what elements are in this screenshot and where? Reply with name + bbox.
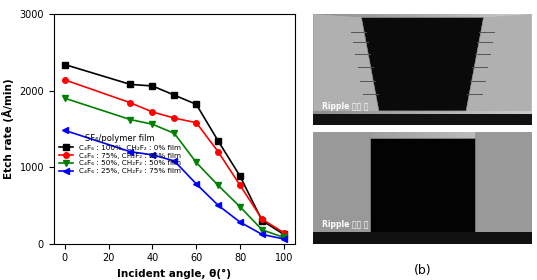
C₄F₆ : 25%, CH₂F₂ : 75% film: (90, 120): 25%, CH₂F₂ : 75% film: (90, 120)	[259, 233, 265, 236]
C₄F₆ : 100%, CH₂F₂ : 0% film: (30, 2.08e+03): 100%, CH₂F₂ : 0% film: (30, 2.08e+03)	[127, 83, 134, 86]
Bar	[314, 232, 532, 244]
C₄F₆ : 50%, CH₂F₂ : 50% film: (70, 760): 50%, CH₂F₂ : 50% film: (70, 760)	[215, 184, 221, 187]
C₄F₆ : 75%, CH₂F₂ : 25% film: (80, 760): 75%, CH₂F₂ : 25% film: (80, 760)	[237, 184, 243, 187]
Polygon shape	[475, 132, 532, 238]
C₄F₆ : 75%, CH₂F₂ : 25% film: (0, 2.14e+03): 75%, CH₂F₂ : 25% film: (0, 2.14e+03)	[61, 78, 68, 81]
Bar	[314, 114, 532, 125]
C₄F₆ : 25%, CH₂F₂ : 75% film: (0, 1.48e+03): 25%, CH₂F₂ : 75% film: (0, 1.48e+03)	[61, 129, 68, 132]
Text: Ripple 개선 후: Ripple 개선 후	[322, 220, 368, 229]
C₄F₆ : 75%, CH₂F₂ : 25% film: (40, 1.72e+03): 75%, CH₂F₂ : 25% film: (40, 1.72e+03)	[149, 110, 156, 114]
Text: (b): (b)	[413, 264, 431, 277]
C₄F₆ : 25%, CH₂F₂ : 75% film: (30, 1.2e+03): 25%, CH₂F₂ : 75% film: (30, 1.2e+03)	[127, 150, 134, 153]
C₄F₆ : 100%, CH₂F₂ : 0% film: (50, 1.94e+03): 100%, CH₂F₂ : 0% film: (50, 1.94e+03)	[171, 94, 178, 97]
Line: C₄F₆ : 50%, CH₂F₂ : 50% film: C₄F₆ : 50%, CH₂F₂ : 50% film	[62, 95, 287, 240]
C₄F₆ : 100%, CH₂F₂ : 0% film: (60, 1.82e+03): 100%, CH₂F₂ : 0% film: (60, 1.82e+03)	[193, 103, 199, 106]
C₄F₆ : 75%, CH₂F₂ : 25% film: (90, 320): 75%, CH₂F₂ : 25% film: (90, 320)	[259, 218, 265, 221]
C₄F₆ : 75%, CH₂F₂ : 25% film: (50, 1.64e+03): 75%, CH₂F₂ : 25% film: (50, 1.64e+03)	[171, 116, 178, 120]
C₄F₆ : 25%, CH₂F₂ : 75% film: (40, 1.16e+03): 25%, CH₂F₂ : 75% film: (40, 1.16e+03)	[149, 153, 156, 157]
C₄F₆ : 75%, CH₂F₂ : 25% film: (30, 1.84e+03): 75%, CH₂F₂ : 25% film: (30, 1.84e+03)	[127, 101, 134, 104]
C₄F₆ : 50%, CH₂F₂ : 50% film: (40, 1.56e+03): 50%, CH₂F₂ : 50% film: (40, 1.56e+03)	[149, 123, 156, 126]
C₄F₆ : 50%, CH₂F₂ : 50% film: (80, 480): 50%, CH₂F₂ : 50% film: (80, 480)	[237, 205, 243, 209]
C₄F₆ : 100%, CH₂F₂ : 0% film: (80, 880): 100%, CH₂F₂ : 0% film: (80, 880)	[237, 174, 243, 178]
C₄F₆ : 75%, CH₂F₂ : 25% film: (70, 1.2e+03): 75%, CH₂F₂ : 25% film: (70, 1.2e+03)	[215, 150, 221, 153]
C₄F₆ : 100%, CH₂F₂ : 0% film: (0, 2.34e+03): 100%, CH₂F₂ : 0% film: (0, 2.34e+03)	[61, 63, 68, 66]
C₄F₆ : 25%, CH₂F₂ : 75% film: (60, 780): 25%, CH₂F₂ : 75% film: (60, 780)	[193, 182, 199, 186]
Text: Ripple 개선 전: Ripple 개선 전	[322, 102, 368, 111]
Legend: C₄F₆ : 100%, CH₂F₂ : 0% film, C₄F₆ : 75%, CH₂F₂ : 25% film, C₄F₆ : 50%, CH₂F₂ : : C₄F₆ : 100%, CH₂F₂ : 0% film, C₄F₆ : 75%…	[57, 132, 183, 176]
Line: C₄F₆ : 100%, CH₂F₂ : 0% film: C₄F₆ : 100%, CH₂F₂ : 0% film	[62, 62, 287, 237]
C₄F₆ : 25%, CH₂F₂ : 75% film: (80, 280): 25%, CH₂F₂ : 75% film: (80, 280)	[237, 220, 243, 224]
C₄F₆ : 50%, CH₂F₂ : 50% film: (90, 180): 50%, CH₂F₂ : 50% film: (90, 180)	[259, 228, 265, 232]
Line: C₄F₆ : 75%, CH₂F₂ : 25% film: C₄F₆ : 75%, CH₂F₂ : 25% film	[62, 77, 287, 236]
X-axis label: Incident angle, θ(°): Incident angle, θ(°)	[117, 269, 231, 279]
Y-axis label: Etch rate (Å/min): Etch rate (Å/min)	[2, 78, 14, 179]
C₄F₆ : 25%, CH₂F₂ : 75% film: (70, 500): 25%, CH₂F₂ : 75% film: (70, 500)	[215, 204, 221, 207]
C₄F₆ : 75%, CH₂F₂ : 25% film: (100, 140): 75%, CH₂F₂ : 25% film: (100, 140)	[281, 231, 287, 235]
C₄F₆ : 100%, CH₂F₂ : 0% film: (90, 300): 100%, CH₂F₂ : 0% film: (90, 300)	[259, 219, 265, 222]
C₄F₆ : 100%, CH₂F₂ : 0% film: (40, 2.06e+03): 100%, CH₂F₂ : 0% film: (40, 2.06e+03)	[149, 84, 156, 88]
C₄F₆ : 50%, CH₂F₂ : 50% film: (30, 1.62e+03): 50%, CH₂F₂ : 50% film: (30, 1.62e+03)	[127, 118, 134, 121]
C₄F₆ : 25%, CH₂F₂ : 75% film: (100, 60): 25%, CH₂F₂ : 75% film: (100, 60)	[281, 237, 287, 241]
C₄F₆ : 75%, CH₂F₂ : 25% film: (60, 1.58e+03): 75%, CH₂F₂ : 25% film: (60, 1.58e+03)	[193, 121, 199, 124]
C₄F₆ : 50%, CH₂F₂ : 50% film: (0, 1.9e+03): 50%, CH₂F₂ : 50% film: (0, 1.9e+03)	[61, 97, 68, 100]
Polygon shape	[314, 132, 370, 238]
C₄F₆ : 50%, CH₂F₂ : 50% film: (60, 1.06e+03): 50%, CH₂F₂ : 50% film: (60, 1.06e+03)	[193, 161, 199, 164]
Bar	[370, 138, 475, 238]
Polygon shape	[466, 14, 532, 111]
C₄F₆ : 100%, CH₂F₂ : 0% film: (100, 120): 100%, CH₂F₂ : 0% film: (100, 120)	[281, 233, 287, 236]
C₄F₆ : 50%, CH₂F₂ : 50% film: (50, 1.44e+03): 50%, CH₂F₂ : 50% film: (50, 1.44e+03)	[171, 132, 178, 135]
Polygon shape	[361, 17, 484, 111]
C₄F₆ : 100%, CH₂F₂ : 0% film: (70, 1.34e+03): 100%, CH₂F₂ : 0% film: (70, 1.34e+03)	[215, 139, 221, 143]
Polygon shape	[314, 14, 379, 111]
C₄F₆ : 50%, CH₂F₂ : 50% film: (100, 80): 50%, CH₂F₂ : 50% film: (100, 80)	[281, 236, 287, 239]
Line: C₄F₆ : 25%, CH₂F₂ : 75% film: C₄F₆ : 25%, CH₂F₂ : 75% film	[62, 128, 287, 242]
C₄F₆ : 25%, CH₂F₂ : 75% film: (50, 1.08e+03): 25%, CH₂F₂ : 75% film: (50, 1.08e+03)	[171, 159, 178, 163]
